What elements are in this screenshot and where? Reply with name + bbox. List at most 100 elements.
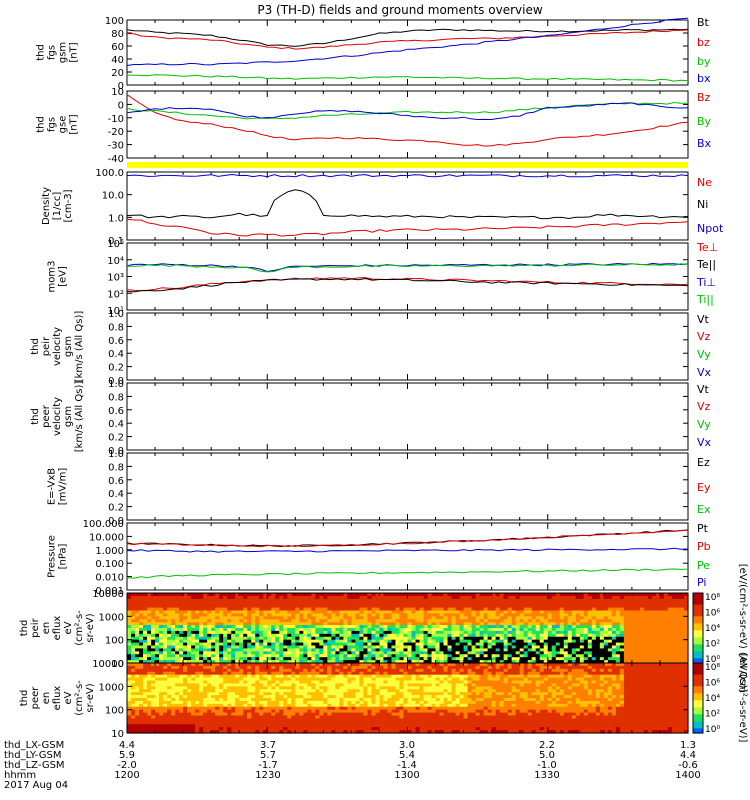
spectrogram-cell: [623, 633, 629, 638]
spectrogram-cell: [215, 660, 220, 664]
spectrogram-cell: [291, 630, 296, 635]
spectrogram-cell: [259, 718, 264, 722]
spectrogram-cell: [471, 628, 477, 632]
spectrogram-cell: [527, 651, 533, 655]
spectrogram-cell: [591, 628, 597, 632]
spectrogram-cell: [595, 657, 601, 661]
spectrogram-cell: [139, 657, 144, 661]
spectrogram-cell: [291, 660, 296, 664]
spectrogram-cell: [227, 730, 232, 734]
spectrogram-cell: [415, 607, 421, 612]
spectrogram-cell: [399, 648, 405, 652]
spectrogram-cell: [627, 654, 633, 658]
spectrogram-cell: [271, 674, 276, 679]
spectrogram-cell: [183, 703, 188, 708]
spectrogram-cell: [463, 619, 469, 623]
spectrogram-cell: [567, 657, 573, 661]
spectrogram-cell: [371, 619, 377, 623]
spectrogram-cell: [675, 601, 681, 606]
spectrogram-cell: [675, 607, 681, 612]
spectrogram-cell: [483, 636, 489, 641]
spectrogram-cell: [211, 660, 216, 664]
spectrogram-cell: [511, 645, 517, 650]
spectrogram-cell: [515, 660, 521, 664]
spectrogram-cell: [427, 645, 433, 650]
spectrogram-cell: [151, 683, 156, 687]
spectrogram-cell: [327, 595, 332, 600]
spectrogram-cell: [275, 730, 280, 734]
spectrogram-cell: [467, 595, 473, 600]
spectrogram-cell: [651, 651, 657, 655]
spectrogram-cell: [251, 689, 256, 693]
spectrogram-cell: [239, 628, 244, 632]
spectrogram-cell: [175, 639, 180, 644]
spectrogram-cell: [523, 598, 529, 603]
y-tick-label: 0.0: [108, 446, 124, 457]
spectrogram-cell: [483, 651, 489, 655]
spectrogram-cell: [139, 724, 144, 728]
spectrogram-cell: [431, 630, 437, 635]
spectrogram-cell: [299, 648, 304, 652]
spectrogram-cell: [139, 727, 144, 731]
spectrogram-cell: [255, 595, 260, 600]
spectrogram-cell: [223, 665, 228, 670]
spectrogram-cell: [327, 648, 332, 652]
spectrogram-cell: [675, 648, 681, 652]
spectrogram-cell: [355, 610, 361, 615]
figure-title: P3 (TH-D) fields and ground moments over…: [257, 3, 542, 17]
spectrogram-cell: [323, 613, 328, 617]
spectrogram-cell: [131, 712, 136, 717]
spectrogram-cell: [131, 657, 136, 661]
spectrogram-cell: [339, 657, 344, 661]
spectrogram-cell: [227, 622, 232, 626]
spectrogram-cell: [511, 630, 517, 635]
spectrogram-cell: [675, 654, 681, 658]
spectrogram-cell: [479, 595, 485, 600]
spectrogram-cell: [211, 724, 216, 728]
y-tick-label: 10⁴: [107, 256, 124, 267]
spectrogram-cell: [659, 657, 665, 661]
spectrogram-cell: [179, 709, 184, 714]
spectrogram-cell: [567, 622, 573, 626]
spectrogram-cell: [175, 648, 180, 652]
spectrogram-cell: [259, 595, 264, 600]
spectrogram-cell: [391, 622, 397, 626]
spectrogram-cell: [439, 642, 445, 647]
spectrogram-cell: [463, 645, 469, 650]
spectrogram-cell: [671, 610, 677, 615]
spectrogram-cell: [443, 610, 449, 615]
spectrogram-cell: [219, 721, 224, 725]
spectrogram-cell: [659, 660, 665, 664]
spectrogram-cell: [199, 625, 204, 629]
spectrogram-cell: [419, 630, 425, 635]
spectrogram-cell: [603, 636, 609, 641]
spectrogram-cell: [647, 619, 653, 623]
spectrogram-cell: [607, 619, 613, 623]
spectrogram-cell: [599, 604, 605, 609]
spectrogram-cell: [463, 604, 469, 609]
spectrogram-cell: [327, 604, 332, 609]
spectrogram-cell: [295, 601, 300, 606]
spectrogram-cell: [307, 654, 312, 658]
spectrogram-cell: [379, 616, 385, 620]
spectrogram-cell: [583, 610, 589, 615]
spectrogram-cell: [203, 610, 208, 615]
spectrogram-cell: [147, 633, 152, 638]
spectrogram-cell: [143, 671, 148, 676]
spectrogram-cell: [251, 706, 256, 711]
spectrogram-cell: [331, 613, 336, 617]
spectrogram-cell: [171, 610, 176, 615]
spectrogram-cell: [539, 639, 545, 644]
spectrogram-cell: [223, 700, 228, 705]
spectrogram-cell: [483, 645, 489, 650]
spectrogram-cell: [235, 610, 240, 615]
spectrogram-cell: [219, 639, 224, 644]
spectrogram-cell: [239, 657, 244, 661]
spectrogram-cell: [655, 593, 661, 597]
spectrogram-cell: [427, 607, 433, 612]
spectrogram-cell: [463, 598, 469, 603]
spectrogram-cell: [255, 674, 260, 679]
spectrogram-cell: [255, 727, 260, 731]
spectrogram-cell: [179, 706, 184, 711]
spectrogram-cell: [491, 648, 497, 652]
